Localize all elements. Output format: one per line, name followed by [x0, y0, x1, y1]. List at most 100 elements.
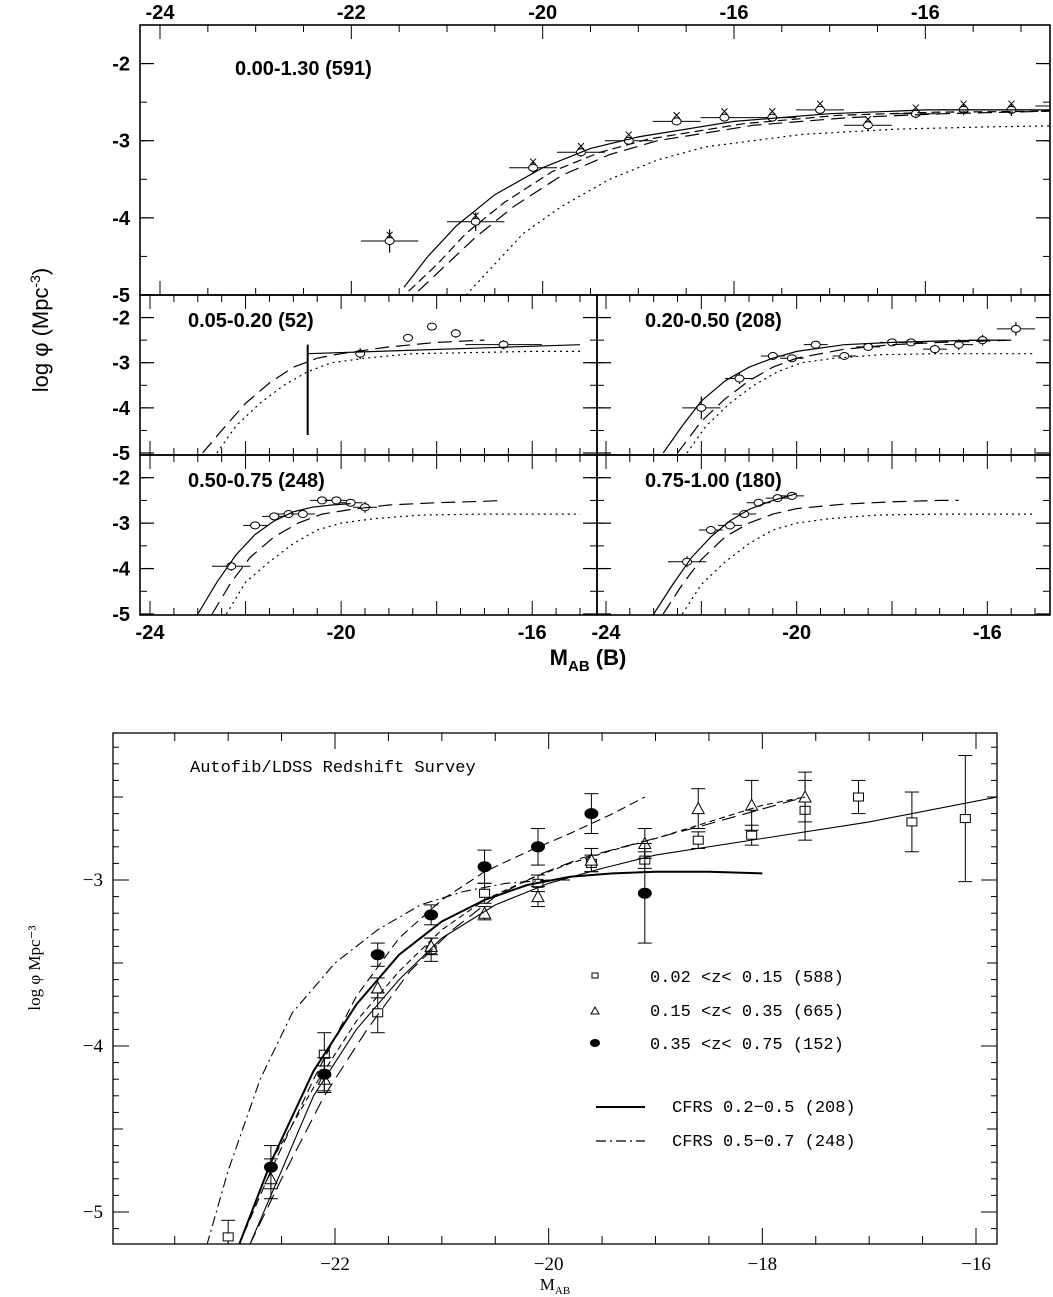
- triangle-marker: [477, 906, 492, 919]
- filled-circle-marker: [317, 1068, 332, 1080]
- curve-solid: [307, 344, 581, 355]
- legend-item: 0.15 <z< 0.35 (665): [590, 1003, 844, 1022]
- curve-solid: [653, 493, 797, 615]
- data-point: [958, 755, 973, 883]
- curve-longdash: [662, 499, 959, 615]
- data-point: [447, 212, 505, 231]
- cross-marker: [625, 131, 633, 138]
- x-tick-label: -16: [973, 622, 1002, 644]
- y-tick-label: -5: [112, 443, 130, 465]
- circle-marker: [426, 322, 437, 331]
- circle-marker: [910, 109, 921, 118]
- data-point: [370, 942, 385, 967]
- x-tick-label: -24: [592, 622, 622, 644]
- circle-marker: [863, 342, 874, 351]
- data-point: [904, 791, 919, 853]
- triangle-marker: [370, 980, 385, 994]
- data-point: [922, 344, 947, 354]
- circle-marker: [862, 121, 873, 130]
- legend-label: 0.15 <z< 0.35 (665): [650, 1003, 844, 1022]
- circle-marker: [1010, 324, 1021, 333]
- circle-marker: [297, 510, 308, 519]
- triangle-marker: [744, 798, 759, 811]
- legend: 0.02 <z< 0.15 (588) 0.15 <z< 0.35 (665) 0.…: [590, 969, 856, 1152]
- panel-content: [653, 491, 1035, 615]
- filled-circle-marker: [370, 949, 385, 961]
- panel-frame: [596, 454, 1051, 616]
- x-top-tick-label: -16: [911, 2, 940, 24]
- panel-top-main: -2 -3 -4 -5 -24 -22 -20 -16 -16 0.00-1.30 (591): [112, 2, 1051, 307]
- data-point: [637, 842, 652, 944]
- curve-solid: [197, 503, 351, 615]
- filled-circle-marker: [530, 841, 545, 853]
- data-point: [324, 496, 349, 505]
- square-marker: [692, 835, 704, 845]
- curve-dashed-short: [238, 796, 806, 1244]
- data-point: [477, 849, 492, 884]
- panel-bottom-left: -2 -3 -4 -5 -24 -20 -16 0.50-0.75 (248): [112, 454, 598, 644]
- x-top-tick-label: -20: [528, 2, 557, 24]
- data-point: [450, 328, 461, 338]
- y-tick-label: -4: [112, 208, 131, 230]
- curve-dotted: [681, 513, 1035, 615]
- data-point: [426, 322, 437, 331]
- circle-marker: [734, 374, 745, 383]
- circle-marker: [384, 237, 395, 245]
- data-point: [851, 779, 866, 815]
- curve-solid: [662, 339, 1007, 454]
- cross-marker: [577, 142, 585, 150]
- data-point: [290, 510, 315, 519]
- curve-longdash: [677, 339, 1012, 454]
- data-point: [732, 510, 757, 519]
- data-point: [691, 831, 706, 849]
- legend-square-icon: [591, 972, 599, 979]
- circle-marker: [671, 117, 682, 126]
- y-tick-label: −5: [83, 1202, 103, 1223]
- top-figure: -2-3-4-5-24 -22 -20 -16 -160.00-1.30 (591)-2…: [112, 2, 1051, 644]
- panel-content: [662, 322, 1035, 454]
- data-point: [796, 100, 845, 114]
- curve-dashed-mid: [238, 796, 646, 1244]
- curve-longdash: [417, 110, 1050, 292]
- x-tick-label: −20: [534, 1254, 564, 1275]
- data-point: [604, 131, 653, 145]
- y-tick-label: −4: [83, 1036, 104, 1057]
- data-point: [744, 779, 759, 831]
- cross-marker: [673, 111, 680, 119]
- cross-marker: [472, 212, 480, 219]
- legend-circle-icon: [590, 1039, 600, 1047]
- panel-title: 0.50-0.75 (248): [188, 470, 325, 492]
- data-point: [243, 521, 268, 530]
- y-tick-label: -3: [112, 513, 130, 535]
- data-point: [700, 108, 749, 122]
- bottom-figure: −22 −20 −18 −16 −3 −4 −5 Autofib/LDSS Redshift …: [83, 732, 998, 1275]
- data-point: [987, 100, 1036, 117]
- data-point: [844, 115, 892, 130]
- square-marker: [479, 888, 491, 898]
- circle-marker: [929, 345, 940, 354]
- filled-circle-marker: [637, 887, 652, 899]
- curve-solid-thin: [249, 796, 997, 1244]
- data-point: [403, 333, 413, 342]
- panel-content: [206, 755, 997, 1244]
- bottom-y-axis-label: log φ Mpc⁻³: [25, 925, 44, 1010]
- square-marker: [372, 1008, 384, 1018]
- top-y-axis-label: log φ (Mpc-3): [27, 268, 53, 393]
- y-tick-label: -2: [112, 54, 130, 76]
- panel-title: 0.20-0.50 (208): [645, 310, 782, 332]
- panel-title: 0.05-0.20 (52): [188, 310, 314, 332]
- data-point: [212, 561, 251, 571]
- circle-marker: [250, 521, 261, 530]
- data-point: [832, 351, 857, 360]
- x-tick-label: -16: [518, 622, 547, 644]
- cross-marker: [960, 100, 967, 108]
- y-tick-label: −3: [83, 870, 103, 891]
- triangle-marker: [691, 801, 706, 815]
- x-top-tick-label: -16: [720, 2, 749, 24]
- data-point: [718, 521, 742, 530]
- legend-item: 0.02 <z< 0.15 (588): [591, 969, 844, 988]
- panel-title: 0.00-1.30 (591): [235, 58, 372, 80]
- square-marker: [906, 817, 918, 827]
- legend-label: 0.35 <z< 0.75 (152): [650, 1036, 844, 1055]
- curve-longdash: [211, 499, 504, 615]
